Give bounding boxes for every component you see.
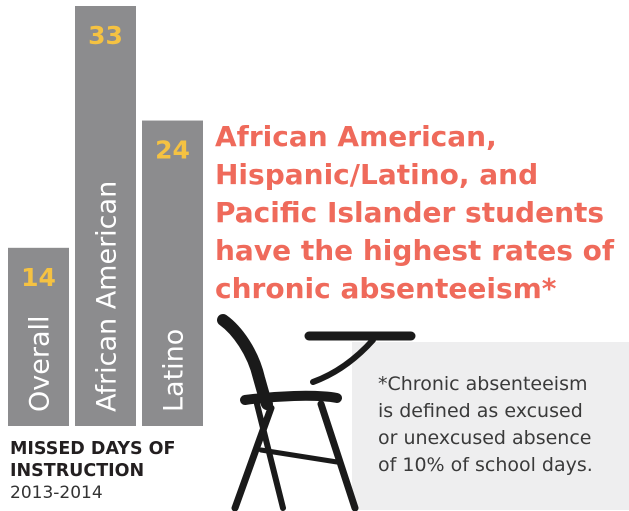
headline-line: chronic absenteeism* (215, 272, 557, 305)
bar-latino (142, 120, 203, 426)
headline: African American, Hispanic/Latino, and P… (215, 118, 629, 308)
caption-title-line-1: MISSED DAYS OF (10, 439, 176, 459)
bar-overall (8, 247, 69, 426)
school-desk-chair-icon (217, 314, 416, 511)
bar-category-label: Latino (159, 329, 190, 412)
headline-line: Pacific Islander students (215, 196, 605, 229)
headline-line: Hispanic/Latino, and (215, 158, 539, 191)
bar-category-label: Overall (25, 316, 56, 413)
footnote-line: *Chronic absenteeism (378, 373, 588, 395)
caption-year: 2013-2014 (10, 483, 103, 503)
bar-value-label: 24 (155, 136, 190, 165)
footnote-line: is defined as excused (378, 400, 583, 422)
bar-value-label: 14 (21, 263, 56, 292)
bar-value-label: 33 (88, 21, 123, 50)
caption-title-line-2: INSTRUCTION (10, 461, 145, 481)
bar-category-label: African American (92, 181, 123, 412)
footnote-box (352, 342, 629, 510)
headline-line: have the highest rates of (215, 234, 615, 267)
footnote-line: or unexcused absence (378, 427, 592, 449)
headline-line: African American, (215, 120, 497, 153)
bar-african-american (75, 6, 136, 426)
footnote: *Chronic absenteeism is defined as excus… (378, 371, 623, 479)
footnote-line: of 10% of school days. (378, 454, 593, 476)
bar-chart: 14 Overall 33 African American 24 Latino (8, 6, 203, 426)
chart-caption: MISSED DAYS OF INSTRUCTION 2013-2014 (10, 438, 176, 504)
